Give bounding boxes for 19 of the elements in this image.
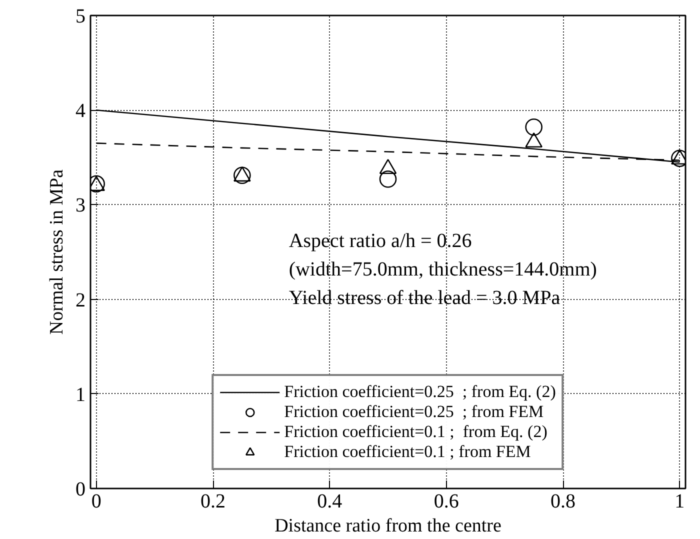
x-tick-label: 0.6 <box>434 490 459 512</box>
x-tick-label: 0.2 <box>200 490 226 512</box>
legend-label: Friction coefficient=0.25 ; from Eq. (2) <box>284 382 556 402</box>
x-axis-title: Distance ratio from the centre <box>274 516 502 536</box>
annotation: Aspect ratio a/h = 0.26 <box>288 230 472 252</box>
y-tick-label: 1 <box>76 384 86 406</box>
annotation: (width=75.0mm, thickness=144.0mm) <box>288 258 597 280</box>
y-axis-title: Normal stress in MPa <box>46 168 68 335</box>
x-tick-label: 0.8 <box>550 490 576 512</box>
y-tick-label: 4 <box>76 100 86 122</box>
x-tick-label: 0 <box>91 490 102 512</box>
x-tick-label: 1 <box>674 490 685 512</box>
legend-label: Friction coefficient=0.1 ; from FEM <box>284 442 531 462</box>
y-tick-label: 2 <box>76 289 86 312</box>
y-tick-label: 5 <box>76 6 86 28</box>
x-tick-label: 0.4 <box>317 490 342 512</box>
legend-label: Friction coefficient=0.25 ; from FEM <box>284 402 544 422</box>
legend-label: Friction coefficient=0.1 ; from Eq. (2) <box>284 422 548 442</box>
y-tick-label: 3 <box>76 194 86 217</box>
